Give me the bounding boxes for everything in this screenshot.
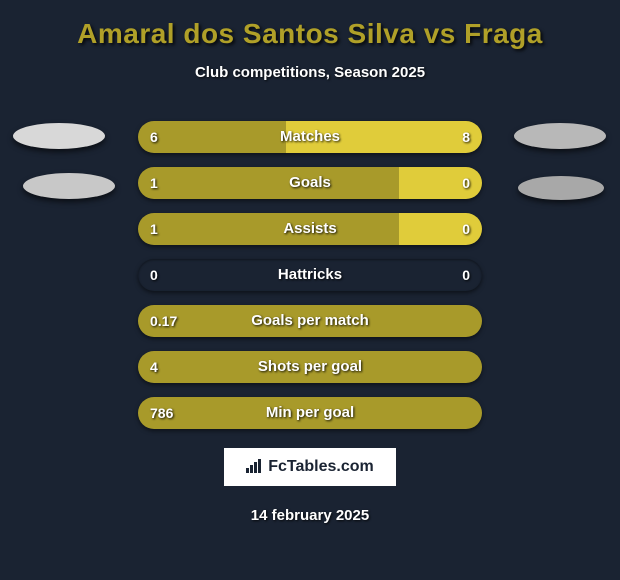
stat-row: 00Hattricks [0,259,620,291]
stat-label: Goals [138,167,482,199]
footer: FcTables.com [0,447,620,487]
stat-row: 10Assists [0,213,620,245]
stat-label: Shots per goal [138,351,482,383]
stat-label: Matches [138,121,482,153]
page-subtitle: Club competitions, Season 2025 [0,64,620,81]
stat-row: 786Min per goal [0,397,620,429]
player-ellipse [23,173,115,199]
stat-row: 0.17Goals per match [0,305,620,337]
footer-date: 14 february 2025 [0,507,620,524]
page-title: Amaral dos Santos Silva vs Fraga [0,18,620,50]
chart-icon [246,459,262,473]
stat-row: 4Shots per goal [0,351,620,383]
brand-text: FcTables.com [268,458,374,475]
stat-label: Assists [138,213,482,245]
stat-label: Hattricks [138,259,482,291]
stat-label: Goals per match [138,305,482,337]
player-ellipse [13,123,105,149]
player-ellipse [518,176,604,200]
comparison-infographic: Amaral dos Santos Silva vs Fraga Club co… [0,0,620,580]
brand-badge: FcTables.com [223,447,397,487]
stat-label: Min per goal [138,397,482,429]
stat-rows: 68Matches10Goals10Assists00Hattricks0.17… [0,121,620,429]
player-ellipse [514,123,606,149]
